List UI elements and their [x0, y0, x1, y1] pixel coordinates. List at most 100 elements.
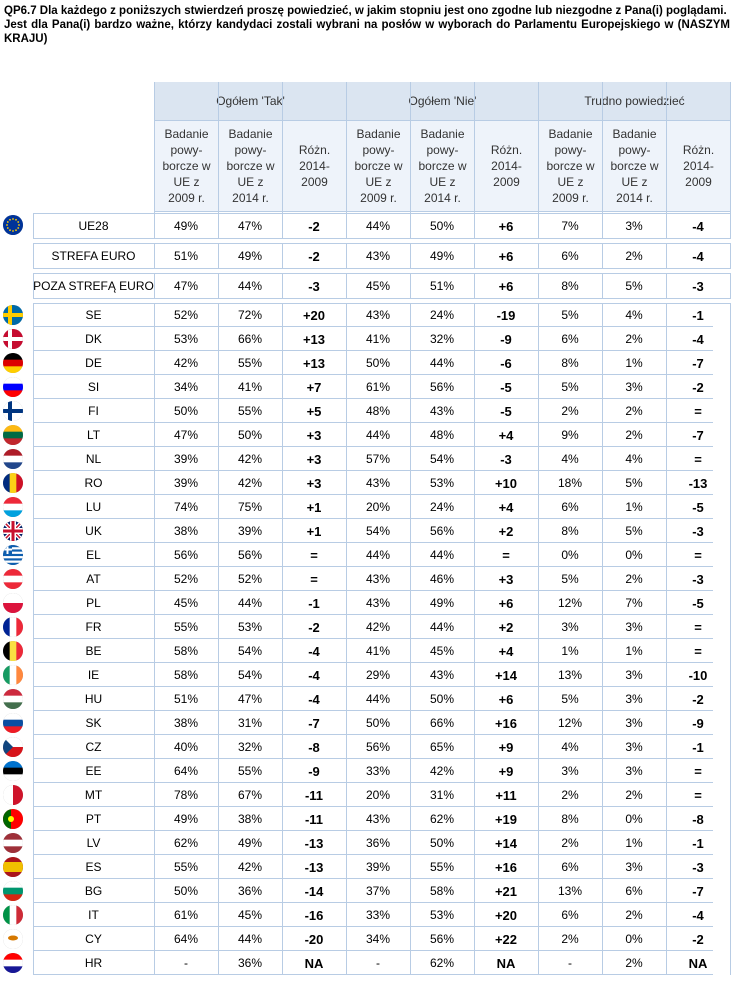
data-cell: -5 — [692, 595, 704, 611]
data-cell: 44% — [237, 596, 263, 610]
de-flag-icon — [3, 353, 23, 373]
row-label: HR — [84, 956, 103, 970]
data-cell: 6% — [561, 500, 579, 514]
data-cell: 50% — [173, 404, 199, 418]
data-cell: -9 — [308, 763, 320, 779]
data-cell: 44% — [237, 932, 263, 946]
data-cell: 67% — [237, 788, 263, 802]
bg-flag-icon — [3, 881, 23, 901]
data-cell: 3% — [561, 620, 579, 634]
data-cell: 1% — [625, 836, 643, 850]
data-cell: 45% — [237, 908, 263, 922]
row-label: DK — [85, 332, 102, 346]
data-cell: 53% — [429, 476, 455, 490]
data-cell: -1 — [692, 835, 704, 851]
data-cell: = — [502, 547, 510, 563]
table-row — [33, 687, 713, 711]
data-cell: 2% — [625, 332, 643, 346]
table-row — [33, 663, 713, 687]
data-cell: 44% — [365, 428, 391, 442]
table-row — [33, 783, 713, 807]
data-cell: -8 — [692, 811, 704, 827]
row-label: BE — [85, 644, 102, 658]
data-cell: -3 — [692, 859, 704, 875]
row-label: FR — [85, 620, 102, 634]
data-cell: 57% — [365, 452, 391, 466]
data-cell: 45% — [429, 644, 455, 658]
column-header: Badanie powy-borcze w UE z 2009 r. — [538, 121, 602, 211]
data-cell: 56% — [429, 524, 455, 538]
data-cell: 36% — [237, 884, 263, 898]
question-subtext: Jest dla Pana(i) bardzo ważne, którzy ka… — [4, 19, 730, 45]
table-row — [33, 519, 713, 543]
data-cell: 2% — [561, 788, 579, 802]
data-cell: 38% — [173, 716, 199, 730]
row-label: EL — [86, 548, 101, 562]
data-cell: +3 — [498, 571, 514, 587]
data-cell: 4% — [625, 452, 643, 466]
row-label: LV — [86, 836, 101, 850]
header-rule — [154, 211, 730, 212]
data-cell: 44% — [429, 548, 455, 562]
data-cell: 47% — [237, 219, 263, 233]
pt-flag-icon — [3, 809, 23, 829]
pl-flag-icon — [3, 593, 23, 613]
row-label: DE — [85, 356, 102, 370]
data-cell: NA — [496, 955, 516, 971]
data-cell: +19 — [494, 811, 518, 827]
data-cell: 6% — [561, 249, 579, 263]
data-cell: 44% — [365, 548, 391, 562]
data-cell: 0% — [625, 548, 643, 562]
table-row — [33, 831, 713, 855]
data-cell: -9 — [500, 331, 512, 347]
uk-flag-icon — [3, 521, 23, 541]
table-row — [33, 927, 713, 951]
data-cell: -4 — [692, 331, 704, 347]
table-row — [33, 639, 713, 663]
data-cell: = — [694, 643, 702, 659]
table-row — [33, 471, 713, 495]
table-row — [33, 213, 730, 239]
data-cell: 2% — [625, 404, 643, 418]
data-cell: 29% — [365, 668, 391, 682]
data-cell: +6 — [498, 595, 514, 611]
data-cell: 49% — [429, 249, 455, 263]
data-cell: 24% — [429, 500, 455, 514]
data-cell: 8% — [561, 279, 579, 293]
data-cell: 56% — [237, 548, 263, 562]
row-label: CY — [85, 932, 102, 946]
data-cell: 44% — [429, 356, 455, 370]
row-label: POZA STREFĄ EURO — [33, 279, 154, 293]
row-label: RO — [84, 476, 103, 490]
data-cell: +1 — [306, 499, 322, 515]
data-cell: +10 — [494, 475, 518, 491]
it-flag-icon — [3, 905, 23, 925]
data-cell: +7 — [306, 379, 322, 395]
table-row — [33, 327, 713, 351]
column-rule — [602, 82, 603, 975]
table-row — [33, 615, 713, 639]
table-row — [33, 903, 713, 927]
ee-flag-icon — [3, 761, 23, 781]
row-label: NL — [85, 452, 102, 466]
data-cell: -4 — [308, 667, 320, 683]
row-label: CZ — [85, 740, 102, 754]
data-cell: +22 — [494, 931, 518, 947]
se-flag-icon — [3, 305, 23, 325]
data-cell: 44% — [365, 219, 391, 233]
table-row — [33, 399, 713, 423]
data-cell: 41% — [237, 380, 263, 394]
data-cell: = — [310, 547, 318, 563]
data-cell: +2 — [498, 619, 514, 635]
data-cell: 0% — [561, 548, 579, 562]
fr-flag-icon — [3, 617, 23, 637]
sk-flag-icon — [3, 713, 23, 733]
data-cell: 3% — [625, 692, 643, 706]
data-cell: +21 — [494, 883, 518, 899]
data-cell: -10 — [688, 667, 708, 683]
data-cell: 62% — [429, 956, 455, 970]
data-cell: 42% — [365, 620, 391, 634]
cy-flag-icon — [3, 929, 23, 949]
at-flag-icon — [3, 569, 23, 589]
data-cell: +11 — [495, 787, 517, 803]
